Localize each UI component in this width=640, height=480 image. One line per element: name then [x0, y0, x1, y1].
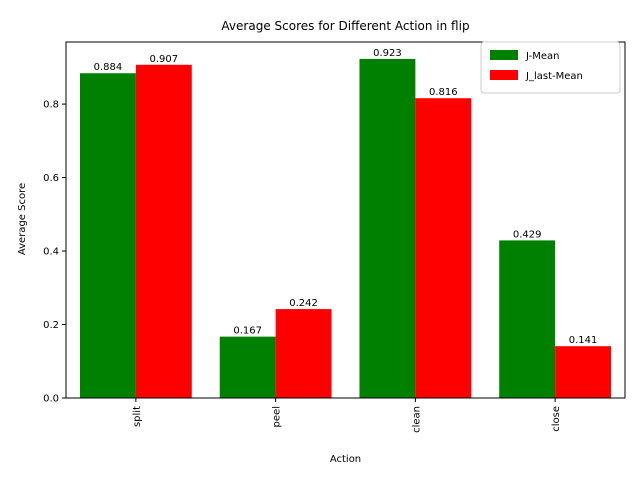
legend-swatch: [490, 70, 518, 80]
y-tick-label: 0.8: [43, 100, 59, 111]
chart-title: Average Scores for Different Action in f…: [221, 19, 469, 33]
y-axis: 0.0 0.2 0.4 0.6 0.8: [43, 100, 66, 405]
bar: [555, 346, 612, 398]
bar-value-label: 0.923: [373, 48, 402, 59]
legend-swatch: [490, 50, 518, 60]
plot-frame: [65, 41, 626, 399]
bar: [275, 309, 332, 398]
x-tick-label: clean: [411, 406, 422, 433]
bar: [359, 58, 416, 398]
y-tick-label: 0.2: [43, 320, 59, 331]
x-tick-label: split: [132, 406, 143, 427]
bar-value-label: 0.816: [429, 87, 458, 98]
legend-box: [480, 41, 621, 94]
bar-value-label: 0.167: [233, 326, 262, 337]
x-tick-label: peel: [272, 406, 283, 427]
bar-value-label: 0.884: [94, 62, 123, 73]
bar-value-label: 0.429: [513, 229, 542, 240]
bar: [499, 240, 556, 398]
x-tick-label: close: [551, 406, 562, 432]
bar-value-label: 0.141: [569, 335, 598, 346]
y-tick-label: 0.0: [43, 394, 59, 405]
x-axis-label: Action: [330, 454, 361, 465]
bar: [415, 98, 472, 399]
y-tick-label: 0.6: [43, 173, 59, 184]
bar-labels-group: 0.884 0.907 0.167 0.242 0.923 0.816 0.429 0.141: [94, 48, 598, 346]
y-tick-label: 0.4: [43, 247, 59, 258]
y-axis-label: Average Score: [17, 183, 28, 255]
x-axis: split peel clean close: [132, 398, 562, 433]
bar-value-label: 0.242: [289, 298, 318, 309]
legend: J-Mean J_last-Mean: [480, 41, 621, 94]
bar: [79, 73, 136, 398]
legend-label: J_last-Mean: [525, 71, 583, 82]
bars-group: [79, 58, 612, 399]
bar-value-label: 0.907: [150, 54, 179, 65]
legend-label: J-Mean: [525, 51, 559, 62]
bar: [219, 336, 276, 398]
bar: [135, 64, 192, 398]
